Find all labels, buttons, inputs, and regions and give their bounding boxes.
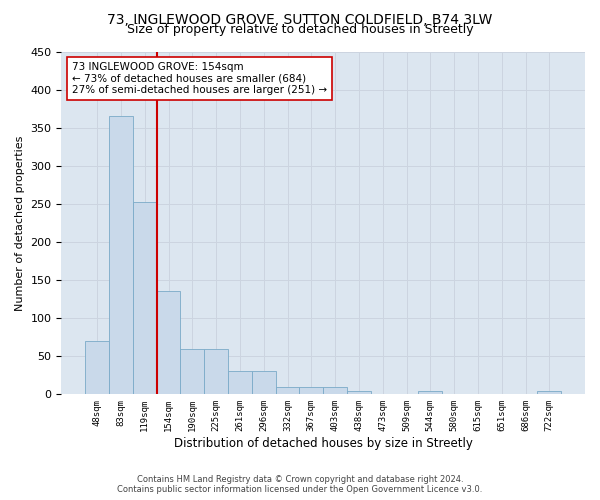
- Bar: [85, 341, 109, 394]
- Bar: [204, 350, 228, 395]
- X-axis label: Distribution of detached houses by size in Streetly: Distribution of detached houses by size …: [174, 437, 473, 450]
- Bar: [323, 386, 347, 394]
- Bar: [252, 372, 275, 394]
- Bar: [228, 372, 252, 394]
- Text: 73 INGLEWOOD GROVE: 154sqm
← 73% of detached houses are smaller (684)
27% of sem: 73 INGLEWOOD GROVE: 154sqm ← 73% of deta…: [72, 62, 327, 95]
- Bar: [538, 390, 561, 394]
- Text: Contains HM Land Registry data © Crown copyright and database right 2024.
Contai: Contains HM Land Registry data © Crown c…: [118, 474, 482, 494]
- Bar: [275, 386, 299, 394]
- Bar: [299, 388, 323, 394]
- Y-axis label: Number of detached properties: Number of detached properties: [15, 135, 25, 310]
- Bar: [418, 390, 442, 394]
- Bar: [347, 390, 371, 394]
- Bar: [109, 116, 133, 394]
- Bar: [133, 202, 157, 394]
- Bar: [181, 350, 204, 395]
- Text: 73, INGLEWOOD GROVE, SUTTON COLDFIELD, B74 3LW: 73, INGLEWOOD GROVE, SUTTON COLDFIELD, B…: [107, 12, 493, 26]
- Bar: [157, 292, 181, 395]
- Text: Size of property relative to detached houses in Streetly: Size of property relative to detached ho…: [127, 22, 473, 36]
